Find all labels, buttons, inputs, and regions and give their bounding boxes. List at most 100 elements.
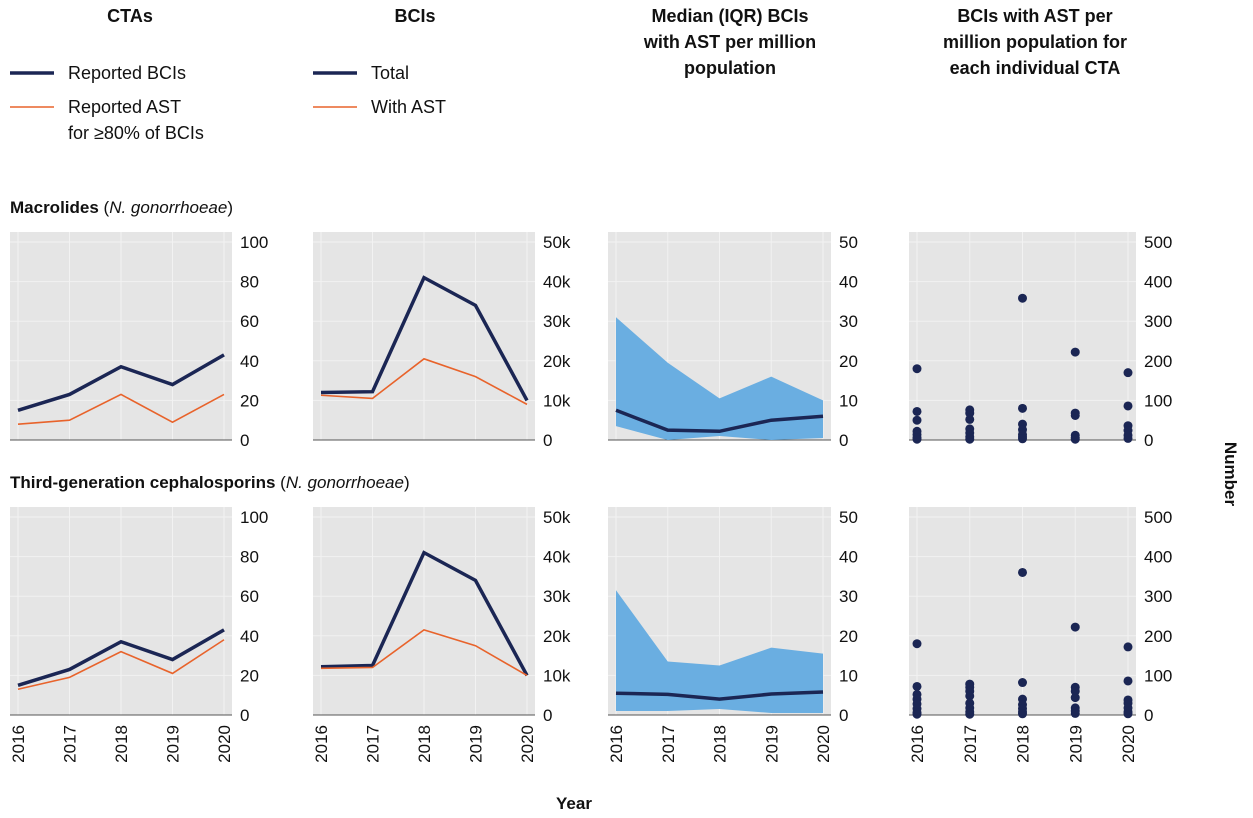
x-tick-label: 2020 [518, 725, 537, 763]
y-tick-label: 50 [839, 233, 858, 252]
y-tick-label: 0 [240, 431, 249, 450]
iqr-band [616, 590, 823, 714]
x-tick-label: 2019 [467, 725, 486, 763]
scatter-point [1123, 401, 1133, 411]
scatter-point [1018, 434, 1027, 444]
scatter-point [1070, 693, 1080, 703]
column-titles: CTAs BCIs Median (IQR) BCIs with AST per mi… [107, 6, 1127, 78]
y-tick-label: 20 [240, 666, 259, 685]
legend-label-1-line-1: for ≥80% of BCIs [68, 123, 204, 143]
y-tick-label: 20k [543, 352, 571, 371]
median-line [615, 408, 824, 434]
y-tick-label: 0 [543, 706, 552, 725]
median-line [615, 690, 824, 701]
y-tick-label: 100 [1144, 666, 1172, 685]
row-title-bold: Third-generation cephalosporins [10, 473, 275, 492]
column-title-3-line-2: each individual CTA [950, 58, 1121, 78]
scatter-point [1070, 622, 1080, 632]
legend-ctas: Reported BCIs Reported AST for ≥80% of BCI… [10, 63, 204, 143]
x-tick-label: 2016 [607, 725, 626, 763]
scatter-point [912, 709, 922, 719]
row-title-paren: ( [275, 473, 286, 492]
y-tick-label: 40k [543, 273, 571, 292]
y-tick-label: 60 [240, 312, 259, 331]
y-tick-label: 100 [240, 233, 268, 252]
panel-r1-c3: 0 100 200 300 400 500 2016 2017 2018 2019 2020 [908, 507, 1172, 763]
y-tick-label: 400 [1144, 273, 1172, 292]
scatter-point [1123, 709, 1133, 719]
y-tick-label: 100 [240, 508, 268, 527]
column-title-1-line-0: BCIs [394, 6, 435, 26]
y-tick-label: 40k [543, 548, 571, 567]
column-title-3-line-1: million population for [943, 32, 1127, 52]
series-line-primary [320, 550, 529, 677]
x-tick-label: 2016 [908, 725, 927, 763]
row-title-paren: ( [99, 198, 110, 217]
x-tick-label: 2018 [1014, 725, 1033, 763]
panel-r0-c2: 0 10 20 30 40 50 [608, 232, 858, 450]
y-tick-label: 50k [543, 508, 571, 527]
scatter-point [1018, 567, 1027, 577]
y-tick-label: 200 [1144, 352, 1172, 371]
chart-panels: 020406080100010k20k30k40k50k010203040500… [9, 232, 1172, 763]
scatter-point [912, 415, 922, 425]
y-tick-label: 20 [839, 627, 858, 646]
row-title-paren: ) [227, 198, 233, 217]
scatter-point [965, 434, 975, 444]
x-tick-label: 2016 [312, 725, 331, 763]
series-line-secondary [17, 393, 225, 425]
y-tick-label: 40 [839, 548, 858, 567]
scatter-point [1123, 368, 1133, 378]
scatter-point [1070, 708, 1080, 718]
scatter-point [1070, 410, 1080, 420]
y-tick-label: 50k [543, 233, 571, 252]
y-tick-label: 40 [240, 352, 259, 371]
scatter-point [1123, 433, 1133, 443]
x-tick-label: 2019 [762, 725, 781, 763]
y-tick-label: 0 [240, 706, 249, 725]
column-title-2-line-1: with AST per million [643, 32, 816, 52]
column-title-3-line-0: BCIs with AST per [957, 6, 1112, 26]
y-tick-label: 100 [1144, 391, 1172, 410]
column-title-0-line-0: CTAs [107, 6, 153, 26]
series-line-secondary [320, 628, 528, 677]
scatter-point [912, 639, 922, 649]
x-tick-label: 2018 [112, 725, 131, 763]
legend-label-1-line-0: With AST [371, 97, 446, 117]
row-title-cephalosporins: Third-generation cephalosporins (N. gono… [10, 473, 410, 492]
y-tick-label: 20k [543, 627, 571, 646]
y-tick-label: 80 [240, 548, 259, 567]
y-tick-label: 40 [240, 627, 259, 646]
scatter-point [912, 681, 922, 691]
y-tick-label: 20 [240, 391, 259, 410]
x-tick-label: 2017 [659, 725, 678, 763]
x-tick-label: 2016 [9, 725, 28, 763]
scatter-point [912, 434, 922, 444]
scatter-point [1018, 403, 1027, 413]
scatter-point [1123, 642, 1133, 652]
column-title-2-line-0: Median (IQR) BCIs [651, 6, 808, 26]
series-line-secondary [17, 639, 225, 691]
y-tick-label: 30k [543, 587, 571, 606]
row-title-species: N. gonorrhoeae [286, 473, 404, 492]
y-tick-label: 200 [1144, 627, 1172, 646]
scatter-point [1070, 347, 1080, 357]
scatter-point [1018, 709, 1027, 719]
panel-r0-c1: 0 10k 20k 30k 40k 50k [313, 232, 571, 450]
x-tick-label: 2017 [61, 725, 80, 763]
x-axis-title: Year [556, 794, 592, 813]
scatter-point [1018, 293, 1027, 303]
scatter-point [965, 709, 975, 719]
y-tick-label: 50 [839, 508, 858, 527]
y-tick-label: 10k [543, 666, 571, 685]
y-tick-label: 40 [839, 273, 858, 292]
y-tick-label: 300 [1144, 312, 1172, 331]
series-line-secondary [320, 357, 528, 406]
scatter-point [1018, 678, 1027, 688]
panel-r1-c0: 0 20 40 60 80 100 2016 2017 2018 2019 2020 [9, 507, 268, 763]
panel-r0-c3: 0 100 200 300 400 500 [909, 232, 1172, 450]
scatter-point [965, 408, 975, 418]
row-title-rest: (N. gonorrhoeae) [275, 473, 409, 492]
y-tick-label: 10 [839, 391, 858, 410]
scatter-point [1070, 686, 1080, 696]
